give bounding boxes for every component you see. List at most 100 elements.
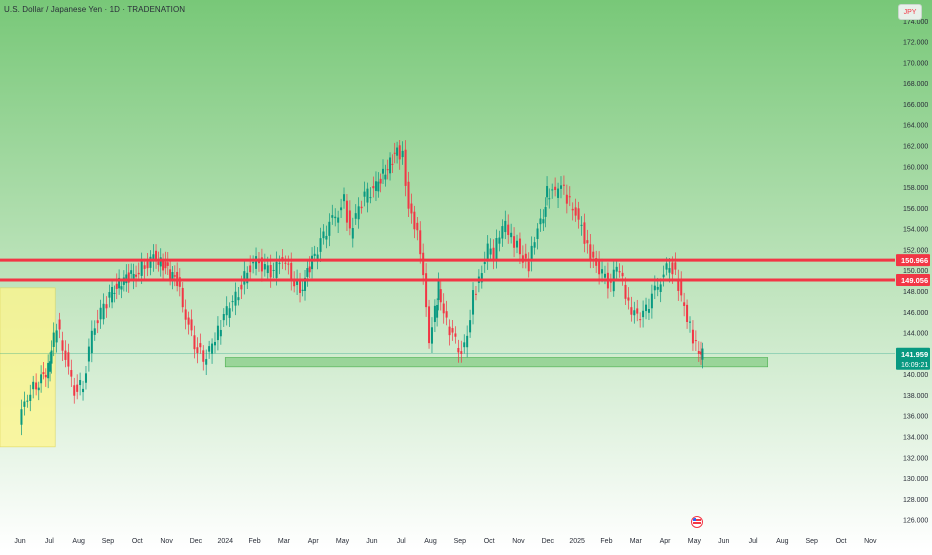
time-tick-label: Apr bbox=[308, 538, 320, 545]
candle-body bbox=[542, 219, 545, 224]
candle-body bbox=[507, 224, 510, 235]
candle-body bbox=[96, 320, 99, 324]
candle-body bbox=[621, 272, 624, 277]
candle-body bbox=[586, 240, 589, 244]
candle-body bbox=[516, 240, 519, 248]
highlight-zone bbox=[0, 287, 56, 448]
candle-body bbox=[472, 290, 475, 315]
candle-body bbox=[130, 270, 133, 274]
candle-body bbox=[162, 259, 165, 271]
candle-body bbox=[127, 272, 130, 283]
candle-body bbox=[190, 319, 193, 331]
candle-body bbox=[205, 359, 208, 365]
candle-body bbox=[115, 283, 118, 289]
candle-body bbox=[445, 311, 448, 318]
candle-body bbox=[439, 289, 442, 303]
candle-body bbox=[184, 309, 187, 320]
candle-body bbox=[389, 157, 392, 174]
candle-body bbox=[398, 145, 401, 160]
time-tick-label: 2025 bbox=[569, 538, 585, 545]
time-tick-label: Nov bbox=[864, 538, 877, 545]
candle-body bbox=[35, 382, 38, 390]
candle-body bbox=[152, 254, 155, 262]
time-tick-label: May bbox=[688, 538, 702, 545]
price-tick-label: 154.000 bbox=[903, 227, 928, 234]
time-tick-label: Feb bbox=[600, 538, 612, 545]
candle-body bbox=[322, 231, 325, 239]
candle-body bbox=[627, 297, 630, 301]
price-label-1: 150.966 bbox=[901, 256, 928, 265]
candle-body bbox=[237, 297, 240, 301]
candle-body bbox=[40, 374, 43, 384]
candle-body bbox=[391, 163, 394, 165]
price-tick-label: 152.000 bbox=[903, 247, 928, 254]
candle-body bbox=[474, 293, 477, 295]
candle-body bbox=[348, 210, 351, 229]
candle-body bbox=[87, 346, 90, 362]
candle-body bbox=[304, 277, 307, 291]
candle-body bbox=[357, 206, 360, 220]
candle-body bbox=[460, 351, 463, 354]
candle-body bbox=[225, 306, 228, 316]
candle-body bbox=[249, 265, 252, 273]
candle-body bbox=[319, 238, 322, 252]
candle-body bbox=[164, 261, 167, 269]
price-tick-label: 148.000 bbox=[903, 289, 928, 296]
candle-body bbox=[437, 281, 440, 301]
candle-body bbox=[665, 263, 668, 270]
price-label-2: 149.056 bbox=[901, 276, 928, 285]
candle-body bbox=[557, 188, 560, 198]
candle-body bbox=[50, 350, 53, 364]
candle-body bbox=[299, 280, 302, 293]
candle-body bbox=[674, 262, 677, 270]
candle-body bbox=[216, 325, 219, 341]
price-tick-label: 166.000 bbox=[903, 102, 928, 109]
time-tick-label: Aug bbox=[72, 538, 85, 545]
candle-body bbox=[146, 261, 149, 269]
candle-body bbox=[199, 343, 202, 348]
price-tick-label: 128.000 bbox=[903, 497, 928, 504]
us-flag-event-icon[interactable] bbox=[691, 516, 703, 528]
time-tick-label: Aug bbox=[776, 538, 789, 545]
candle-body bbox=[374, 181, 377, 191]
candle-body bbox=[689, 321, 692, 323]
price-label-bg-2 bbox=[896, 274, 930, 287]
candle-body bbox=[26, 400, 29, 402]
time-tick-label: Feb bbox=[249, 538, 261, 545]
time-tick-label: Oct bbox=[132, 538, 143, 545]
candle-body bbox=[213, 341, 216, 346]
candle-body bbox=[662, 274, 665, 278]
candle-body bbox=[486, 243, 489, 260]
candle-body bbox=[701, 348, 704, 360]
candle-body bbox=[598, 259, 601, 275]
candle-body bbox=[671, 262, 674, 275]
candle-body bbox=[363, 191, 366, 197]
candle-body bbox=[173, 275, 176, 277]
candle-body bbox=[645, 304, 648, 312]
time-tick-label: Jul bbox=[45, 538, 54, 545]
candle-body bbox=[510, 232, 513, 238]
price-tick-label: 150.000 bbox=[903, 268, 928, 275]
candle-body bbox=[287, 263, 290, 265]
candle-body bbox=[93, 328, 96, 335]
candle-body bbox=[67, 352, 70, 367]
time-tick-label: Jul bbox=[397, 538, 406, 545]
candle-body bbox=[331, 215, 334, 218]
candle-body bbox=[382, 168, 385, 174]
candle-body bbox=[480, 273, 483, 283]
candle-body bbox=[530, 245, 533, 262]
time-tick-label: Mar bbox=[278, 538, 291, 545]
candle-body bbox=[592, 251, 595, 258]
candle-body bbox=[548, 198, 551, 200]
time-tick-label: 2024 bbox=[217, 538, 233, 545]
candle-body bbox=[574, 207, 577, 216]
candle-body bbox=[546, 186, 549, 198]
currency-badge[interactable]: JPY bbox=[898, 4, 922, 20]
candle-body bbox=[308, 266, 311, 273]
candle-body bbox=[601, 269, 604, 274]
candle-body bbox=[49, 361, 52, 372]
candle-body bbox=[639, 319, 642, 321]
